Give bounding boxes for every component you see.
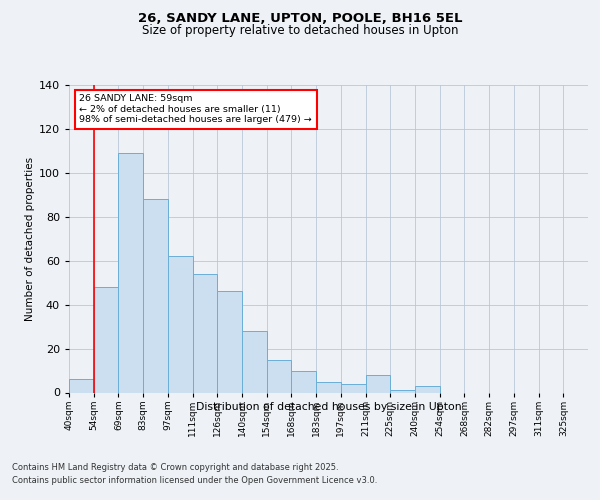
Bar [168, 256, 193, 392]
Bar [341, 384, 365, 392]
Bar [118, 153, 143, 392]
Bar [69, 380, 94, 392]
Text: Size of property relative to detached houses in Upton: Size of property relative to detached ho… [142, 24, 458, 37]
Bar [94, 287, 118, 393]
Bar [267, 360, 292, 392]
Text: 26, SANDY LANE, UPTON, POOLE, BH16 5EL: 26, SANDY LANE, UPTON, POOLE, BH16 5EL [138, 12, 462, 26]
Bar [242, 331, 267, 392]
Bar [292, 370, 316, 392]
Bar [316, 382, 341, 392]
Bar [365, 375, 390, 392]
Text: Distribution of detached houses by size in Upton: Distribution of detached houses by size … [196, 402, 461, 412]
Bar [415, 386, 440, 392]
Y-axis label: Number of detached properties: Number of detached properties [25, 156, 35, 321]
Text: Contains public sector information licensed under the Open Government Licence v3: Contains public sector information licen… [12, 476, 377, 485]
Bar [143, 199, 168, 392]
Text: Contains HM Land Registry data © Crown copyright and database right 2025.: Contains HM Land Registry data © Crown c… [12, 462, 338, 471]
Bar [217, 292, 242, 392]
Bar [193, 274, 217, 392]
Text: 26 SANDY LANE: 59sqm
← 2% of detached houses are smaller (11)
98% of semi-detach: 26 SANDY LANE: 59sqm ← 2% of detached ho… [79, 94, 312, 124]
Bar [390, 390, 415, 392]
